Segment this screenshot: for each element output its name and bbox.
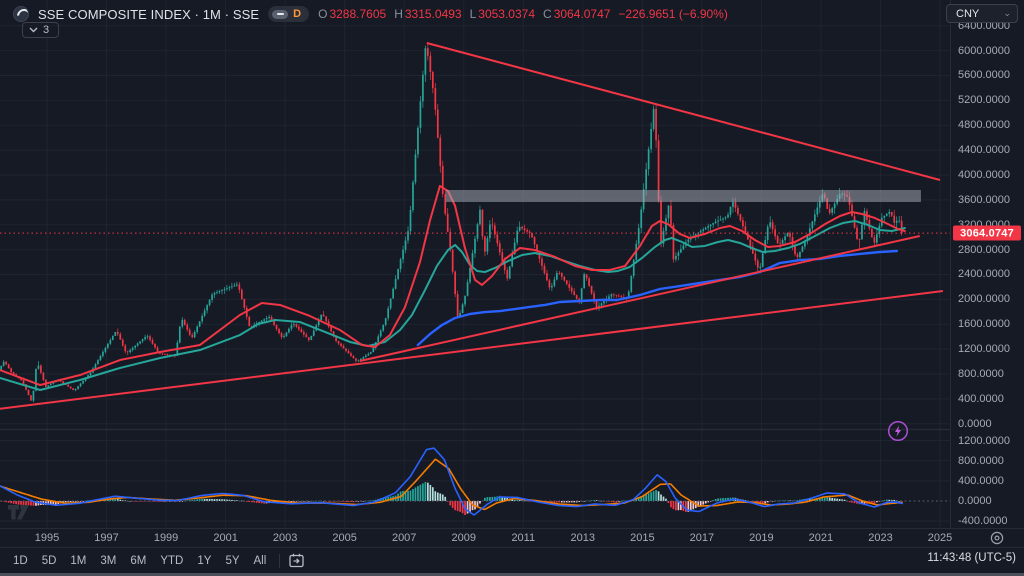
price-tick-label: 5200.0000 xyxy=(958,94,1010,107)
year-tick-label: 2003 xyxy=(272,532,298,544)
year-tick-label: 2001 xyxy=(213,532,238,544)
year-tick-label: 2021 xyxy=(808,532,834,544)
collapsed-indicators-pill[interactable]: 3 xyxy=(22,22,60,38)
year-tick-label: 2013 xyxy=(570,532,596,544)
range-button-5y[interactable]: 5Y xyxy=(218,552,246,570)
year-tick-label: 2005 xyxy=(332,532,357,544)
resolution-label: D xyxy=(293,8,302,20)
range-button-1d[interactable]: 1D xyxy=(6,552,35,570)
price-tick-label: 0.0000 xyxy=(958,417,992,430)
go-to-date-button[interactable] xyxy=(288,552,305,569)
year-tick-label: 2025 xyxy=(927,532,953,544)
indicator-tick-label: -400.0000 xyxy=(958,515,1008,528)
change-value: −226.9651 (−6.90%) xyxy=(618,7,728,21)
price-scale[interactable]: 6400.0000 6000.0000 5600.0000 5200.0000 4800… xyxy=(950,0,1024,528)
last-price-label: 3064.0747 xyxy=(953,225,1021,241)
lightning-icon xyxy=(887,420,909,442)
currency-dropdown[interactable]: CNY ⌄ xyxy=(946,4,1018,23)
indicator-tick-label: 400.0000 xyxy=(958,474,1004,487)
ma-long-line xyxy=(416,249,899,347)
supply-zone[interactable] xyxy=(445,190,921,202)
collapsed-toolbar-icon xyxy=(272,9,289,19)
year-tick-label: 1995 xyxy=(34,532,60,544)
price-tick-label: 4000.0000 xyxy=(958,168,1010,181)
macd-line xyxy=(0,447,904,516)
year-tick-label: 2023 xyxy=(868,532,893,544)
price-tick-label: 4400.0000 xyxy=(958,144,1010,157)
candles-layer xyxy=(0,42,903,403)
low-label: L xyxy=(469,7,477,21)
trendline-lower-ascending-steep[interactable] xyxy=(359,235,920,362)
open-label: O xyxy=(318,7,328,21)
price-tick-label: 800.0000 xyxy=(958,367,1004,380)
indicator-tick-label: 1200.0000 xyxy=(958,434,1010,447)
symbol-legend: SSE COMPOSITE INDEX · 1M · SSE D O 3288.… xyxy=(13,5,728,23)
calendar-icon xyxy=(289,553,304,568)
price-tick-label: 2400.0000 xyxy=(958,268,1010,281)
range-button-5d[interactable]: 5D xyxy=(35,552,64,570)
range-toolbar: 1D 5D 1M 3M 6M YTD 1Y 5Y All xyxy=(0,547,1024,573)
price-tick-label: 2800.0000 xyxy=(958,243,1010,256)
year-tick-label: 1997 xyxy=(94,532,119,544)
year-tick-label: 2011 xyxy=(511,532,536,544)
trendline-lower-ascending-long[interactable] xyxy=(0,289,944,410)
grid-layer xyxy=(0,0,950,528)
window-bottom-edge xyxy=(0,573,1024,576)
toolbar-divider xyxy=(279,553,281,568)
price-tick-label: 4800.0000 xyxy=(958,119,1010,132)
price-tick-label: 2000.0000 xyxy=(958,293,1010,306)
quick-trade-button[interactable] xyxy=(887,420,909,447)
chevron-down-icon xyxy=(29,27,38,33)
year-tick-label: 2017 xyxy=(689,532,715,544)
high-value: 3315.0493 xyxy=(404,7,462,21)
symbol-title[interactable]: SSE COMPOSITE INDEX · 1M · SSE xyxy=(38,6,260,22)
currency-label: CNY xyxy=(956,7,980,20)
year-tick-label: 2019 xyxy=(749,532,774,544)
open-value: 3288.7605 xyxy=(329,7,387,21)
indicator-tick-label: 0.0000 xyxy=(958,495,992,507)
year-tick-label: 1999 xyxy=(153,532,179,544)
price-tick-label: 3600.0000 xyxy=(958,193,1010,206)
scroll-to-recent-icon[interactable] xyxy=(990,531,1004,550)
year-tick-label: 2009 xyxy=(451,532,476,544)
close-value: 3064.0747 xyxy=(553,7,611,21)
close-label: C xyxy=(543,7,552,21)
high-label: H xyxy=(394,7,403,21)
clock-display[interactable]: 11:43:48 (UTC-5) xyxy=(927,552,1016,564)
range-button-all[interactable]: All xyxy=(247,552,274,570)
resolution-badge[interactable]: D xyxy=(268,6,310,22)
range-button-1m[interactable]: 1M xyxy=(63,552,93,570)
price-chart-canvas[interactable] xyxy=(0,0,950,528)
chevron-down-icon: ⌄ xyxy=(1003,8,1011,18)
tradingview-logo-icon[interactable] xyxy=(8,505,29,520)
range-button-6m[interactable]: 6M xyxy=(123,552,153,570)
year-tick-label: 2015 xyxy=(630,532,655,544)
indicator-tick-label: 800.0000 xyxy=(958,454,1004,467)
range-button-1y[interactable]: 1Y xyxy=(190,552,218,570)
year-tick-label: 2007 xyxy=(391,532,417,544)
ma-fast-line xyxy=(0,184,906,387)
price-tick-label: 5600.0000 xyxy=(958,69,1010,82)
trendline-upper-descending[interactable] xyxy=(426,42,941,181)
time-scale[interactable]: 1995 1997 1999 2001 2003 2005 2007 2009 2011 2013… xyxy=(0,528,1024,547)
price-tick-label: 6000.0000 xyxy=(958,44,1010,57)
ohlc-values: O 3288.7605 H 3315.0493 L 3053.0374 C 30… xyxy=(318,7,728,21)
range-button-ytd[interactable]: YTD xyxy=(153,552,190,570)
symbol-logo-icon xyxy=(13,6,29,22)
range-button-3m[interactable]: 3M xyxy=(93,552,123,570)
price-tick-label: 400.0000 xyxy=(958,392,1004,405)
low-value: 3053.0374 xyxy=(478,7,536,21)
indicator-count: 3 xyxy=(43,24,50,36)
price-tick-label: 1200.0000 xyxy=(958,343,1010,356)
price-tick-label: 1600.0000 xyxy=(958,318,1010,331)
